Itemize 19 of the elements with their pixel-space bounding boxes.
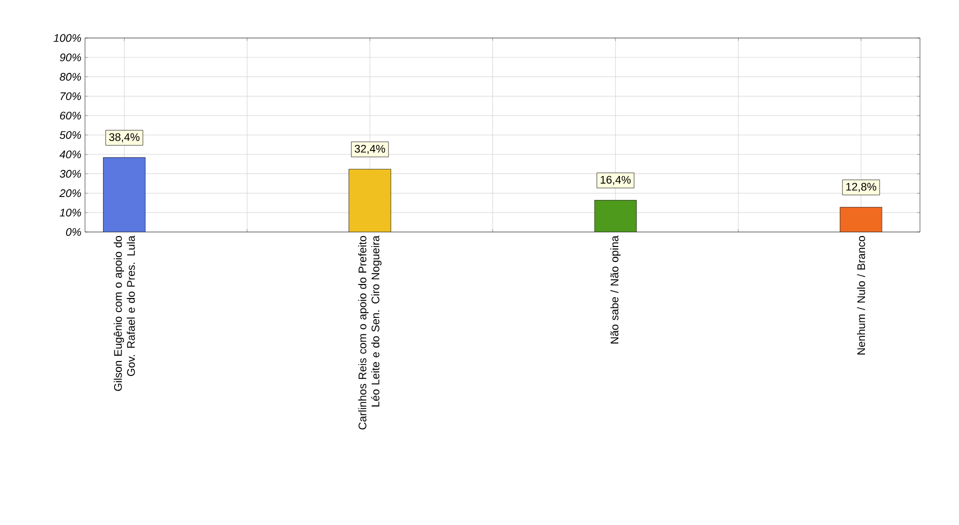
y-tick-label: 80% <box>60 72 81 81</box>
x-tick-label: Nenhum / Nulo / Branco <box>857 236 866 354</box>
y-tick-label: 100% <box>54 34 81 42</box>
y-tick-label: 30% <box>60 170 81 178</box>
data-label: 16,4% <box>600 176 631 185</box>
data-label: 12,8% <box>846 182 876 192</box>
y-tick-label: 90% <box>60 54 81 62</box>
y-tick-label: 60% <box>60 112 81 120</box>
y-tick-label: 50% <box>60 131 81 139</box>
data-label: 38,4% <box>109 133 140 142</box>
data-label: 32,4% <box>354 144 386 154</box>
y-tick-label: 10% <box>60 208 81 216</box>
x-tick-label: Carlinhos Reis com o apoio do Prefeito Léo Leite e do Sen. Ciro Nogueira <box>358 236 382 430</box>
x-tick-label: Não sabe / Não opina <box>610 236 621 344</box>
y-tick-label: 0% <box>66 228 81 236</box>
y-tick-label: 70% <box>60 92 81 100</box>
y-tick-label: 20% <box>59 189 81 198</box>
y-tick-label: 40% <box>60 150 81 158</box>
x-tick-label: Gilson Eugênio com o apoio do Gov. Rafael e do Pres. Lula <box>114 236 135 391</box>
